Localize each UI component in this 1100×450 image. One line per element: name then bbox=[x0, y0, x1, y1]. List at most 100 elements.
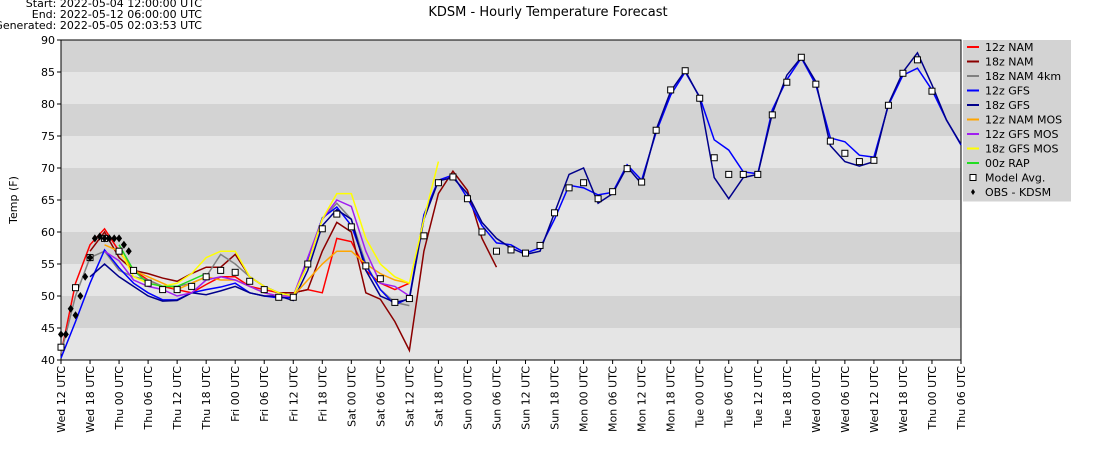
model-avg-marker bbox=[855, 158, 863, 166]
legend-label: 18z GFS MOS bbox=[985, 143, 1059, 156]
model-avg-marker bbox=[594, 195, 602, 203]
x-tick-label: Fri 18 UTC bbox=[316, 366, 329, 422]
model-avg-marker bbox=[173, 286, 181, 294]
series-line bbox=[118, 161, 440, 297]
obs-marker bbox=[67, 304, 74, 313]
x-tick-label: Sat 06 UTC bbox=[374, 366, 387, 427]
legend-swatch bbox=[969, 174, 977, 181]
legend-label: 12z NAM MOS bbox=[985, 114, 1062, 127]
y-tick-label: 85 bbox=[41, 66, 55, 79]
series-line bbox=[104, 199, 410, 297]
obs-marker bbox=[116, 234, 123, 243]
model-avg-marker bbox=[739, 170, 747, 178]
model-avg-marker bbox=[405, 295, 413, 303]
x-tick-label: Fri 12 UTC bbox=[287, 366, 300, 422]
model-avg-marker bbox=[289, 293, 297, 301]
header-generated: Generated: 2022-05-05 02:03:53 UTC bbox=[0, 19, 202, 32]
y-tick-label: 45 bbox=[41, 322, 55, 335]
obs-marker bbox=[101, 234, 108, 243]
y-tick-label: 65 bbox=[41, 194, 55, 207]
legend-swatch bbox=[971, 189, 975, 195]
y-tick-label: 70 bbox=[41, 162, 55, 175]
model-avg-marker bbox=[725, 170, 733, 178]
x-tick-label: Sat 00 UTC bbox=[345, 366, 358, 427]
background-band bbox=[61, 200, 961, 232]
model-avg-marker bbox=[434, 179, 442, 187]
model-avg-marker bbox=[841, 149, 849, 157]
y-tick-label: 80 bbox=[41, 98, 55, 111]
model-avg-marker bbox=[696, 94, 704, 102]
model-avg-marker bbox=[217, 266, 225, 274]
header-start: Start: 2022-05-04 12:00:00 UTC bbox=[26, 0, 203, 10]
x-tick-label: Mon 12 UTC bbox=[636, 366, 649, 432]
model-avg-marker bbox=[754, 170, 762, 178]
model-avg-marker bbox=[231, 268, 239, 276]
model-avg-marker bbox=[333, 210, 341, 218]
obs-marker bbox=[58, 330, 64, 339]
x-tick-label: Wed 18 UTC bbox=[84, 366, 97, 433]
obs-marker bbox=[91, 234, 98, 243]
x-tick-label: Wed 06 UTC bbox=[839, 366, 852, 433]
background-band bbox=[61, 168, 961, 200]
model-avg-marker bbox=[667, 86, 675, 94]
model-avg-marker bbox=[884, 101, 892, 109]
background-band bbox=[61, 72, 961, 104]
chart-title: KDSM - Hourly Temperature Forecast bbox=[428, 5, 667, 20]
model-avg-marker bbox=[304, 260, 312, 268]
legend-box bbox=[963, 40, 1071, 202]
x-tick-label: Thu 06 UTC bbox=[142, 366, 155, 431]
background-band bbox=[61, 136, 961, 168]
model-avg-marker bbox=[492, 247, 500, 255]
model-avg-marker bbox=[870, 156, 878, 164]
model-avg-marker bbox=[913, 56, 921, 64]
model-avg-marker bbox=[652, 126, 660, 134]
model-avg-marker bbox=[681, 67, 689, 75]
model-avg-marker bbox=[57, 343, 65, 351]
background-band bbox=[61, 40, 961, 72]
model-avg-marker bbox=[420, 232, 428, 240]
x-tick-label: Sun 12 UTC bbox=[520, 366, 533, 430]
legend-label: 18z NAM 4km bbox=[985, 70, 1061, 83]
obs-marker bbox=[120, 240, 127, 249]
model-avg-marker bbox=[522, 249, 530, 257]
obs-marker bbox=[125, 247, 132, 256]
legend-label: Model Avg. bbox=[985, 172, 1045, 185]
x-tick-label: Wed 12 UTC bbox=[55, 366, 68, 433]
model-avg-marker bbox=[391, 298, 399, 306]
y-tick-label: 40 bbox=[41, 354, 55, 367]
model-avg-marker bbox=[347, 223, 355, 231]
series-line bbox=[89, 169, 498, 353]
model-avg-marker bbox=[797, 53, 805, 61]
model-avg-marker bbox=[188, 282, 196, 290]
model-avg-marker bbox=[928, 87, 936, 95]
y-tick-label: 55 bbox=[41, 258, 55, 271]
x-tick-label: Mon 06 UTC bbox=[607, 366, 620, 432]
obs-marker bbox=[82, 272, 89, 281]
background-band bbox=[61, 296, 961, 328]
y-tick-label: 75 bbox=[41, 130, 55, 143]
x-tick-label: Tue 06 UTC bbox=[723, 366, 736, 429]
model-avg-marker bbox=[536, 241, 544, 249]
model-avg-marker bbox=[144, 279, 152, 287]
model-avg-marker bbox=[768, 111, 776, 119]
model-avg-marker bbox=[826, 137, 834, 145]
legend-label: 18z NAM bbox=[985, 56, 1034, 69]
x-tick-label: Mon 00 UTC bbox=[578, 366, 591, 432]
obs-marker bbox=[62, 330, 69, 339]
model-avg-marker bbox=[478, 228, 486, 236]
y-axis-label: Temp (F) bbox=[7, 176, 20, 225]
obs-marker bbox=[72, 311, 79, 320]
x-tick-label: Tue 00 UTC bbox=[694, 366, 707, 429]
legend-label: 12z GFS MOS bbox=[985, 128, 1059, 141]
background-band bbox=[61, 104, 961, 136]
x-tick-label: Thu 12 UTC bbox=[171, 366, 184, 431]
model-avg-marker bbox=[551, 209, 559, 217]
x-tick-label: Thu 00 UTC bbox=[926, 366, 939, 431]
legend-label: 12z GFS bbox=[985, 85, 1030, 98]
model-avg-marker bbox=[115, 247, 123, 255]
x-tick-label: Wed 00 UTC bbox=[810, 366, 823, 433]
legend-label: 00z RAP bbox=[985, 157, 1030, 170]
x-tick-label: Tue 18 UTC bbox=[781, 366, 794, 429]
x-tick-label: Sat 18 UTC bbox=[432, 366, 445, 427]
model-avg-marker bbox=[202, 273, 210, 281]
